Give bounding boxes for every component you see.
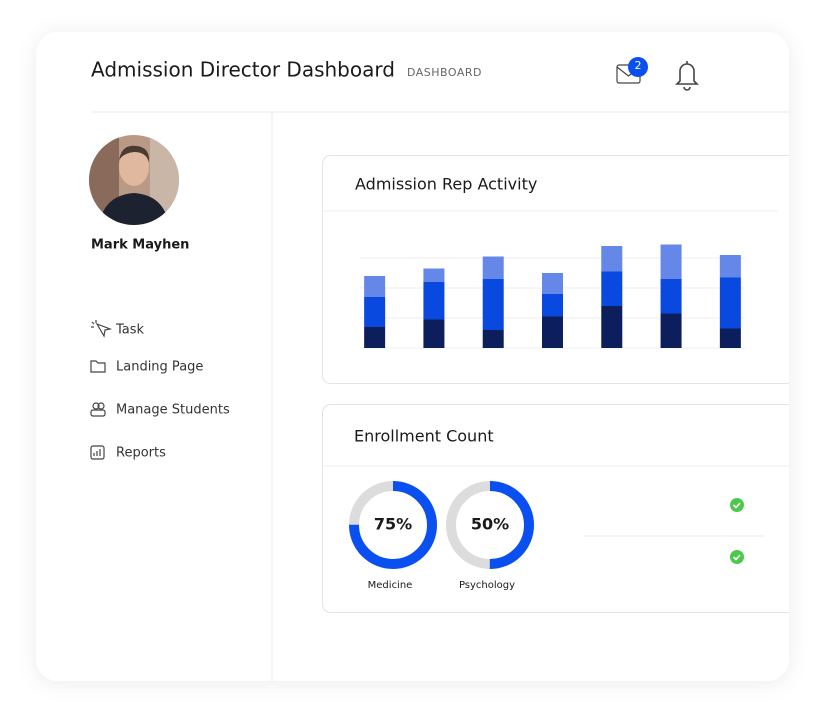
bar-chart xyxy=(360,244,745,349)
bar-segment xyxy=(423,268,445,282)
panel-title: Admission Rep Activity xyxy=(355,175,537,194)
card-content: Admission Director Dashboard DASHBOARD 2… xyxy=(89,57,789,681)
activity-panel xyxy=(322,155,789,384)
bar-segment xyxy=(482,256,504,279)
bar-segment xyxy=(660,244,682,279)
bar-segment xyxy=(601,271,623,306)
bar-segment xyxy=(542,294,563,317)
bar-segment xyxy=(719,277,741,329)
nav-reports[interactable]: Reports xyxy=(90,445,166,461)
bar-segment xyxy=(660,279,682,314)
page-title: Admission Director Dashboard xyxy=(91,58,395,82)
check-icon xyxy=(730,550,744,564)
nav-task[interactable]: Task xyxy=(91,320,145,338)
bell-icon[interactable] xyxy=(675,61,699,91)
bar-segment xyxy=(364,327,386,348)
bar-segment xyxy=(423,282,445,320)
bar-segment xyxy=(423,319,445,348)
nav-label: Task xyxy=(115,323,145,338)
bar-segment xyxy=(542,316,563,348)
donut-value: 75% xyxy=(374,515,412,534)
donut-label: Medicine xyxy=(368,580,413,591)
bar-segment xyxy=(542,273,563,294)
bar-segment xyxy=(601,306,623,348)
breadcrumb[interactable]: DASHBOARD xyxy=(407,66,482,79)
bar-segment xyxy=(601,246,623,272)
nav-label: Manage Students xyxy=(116,403,230,418)
bar-segment xyxy=(364,276,386,297)
avatar xyxy=(89,135,179,225)
nav-landing[interactable]: Landing Page xyxy=(90,360,203,375)
mail-icon[interactable]: 2 xyxy=(616,57,648,84)
bar-segment xyxy=(719,328,741,348)
bar-segment xyxy=(482,330,504,348)
bar-segment xyxy=(660,313,682,348)
user-name: Mark Mayhen xyxy=(91,238,189,253)
donut-label: Psychology xyxy=(459,580,515,591)
nav-label: Reports xyxy=(116,446,166,461)
nav-students[interactable]: Manage Students xyxy=(90,402,230,418)
nav-label: Landing Page xyxy=(116,360,203,375)
donut-charts: 75% Medicine 50% Psychology xyxy=(349,481,534,591)
donut-arc xyxy=(446,481,534,569)
mail-badge: 2 xyxy=(635,59,642,72)
bar-segment xyxy=(482,279,504,330)
donut-value: 50% xyxy=(471,515,509,534)
bar-segment xyxy=(719,255,741,278)
check-icon xyxy=(730,498,744,512)
panel-title: Enrollment Count xyxy=(354,427,494,446)
enrollment-panel xyxy=(322,404,789,613)
bar-segment xyxy=(364,297,386,327)
donut-arc xyxy=(349,481,437,569)
